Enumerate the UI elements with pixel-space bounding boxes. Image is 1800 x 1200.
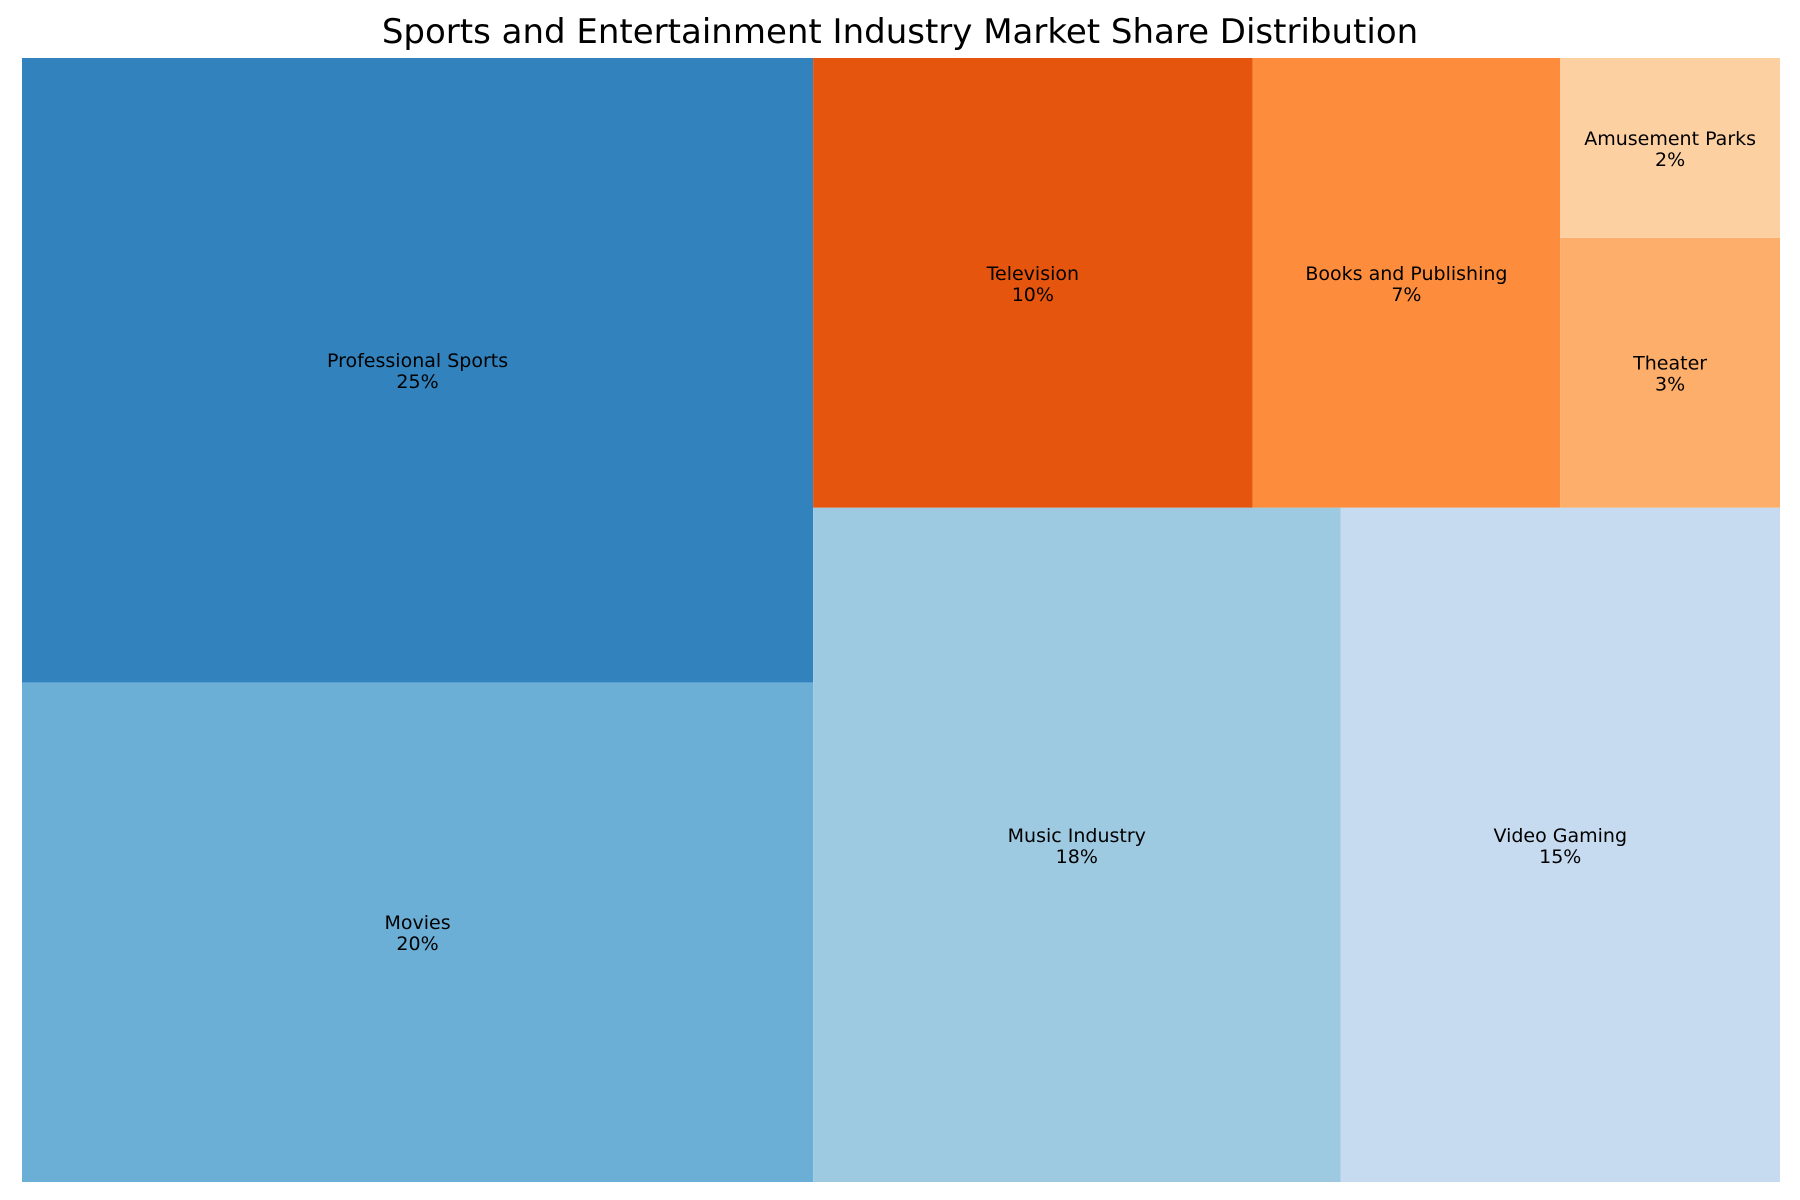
treemap-tile-amusement-parks: [1560, 58, 1780, 238]
tile-label-movies: Movies: [384, 912, 450, 934]
treemap-tile-music-industry: [813, 507, 1341, 1183]
tile-label-video-gaming: Video Gaming: [1493, 825, 1627, 847]
tile-value-theater: 3%: [1655, 374, 1685, 396]
treemap-tile-television: [813, 58, 1253, 508]
tile-value-amusement-parks: 2%: [1655, 149, 1685, 171]
tile-label-amusement-parks: Amusement Parks: [1584, 128, 1756, 150]
tile-label-music-industry: Music Industry: [1008, 825, 1146, 847]
tile-value-movies: 20%: [396, 933, 438, 955]
treemap-tile-theater: [1560, 237, 1780, 508]
treemap-tile-movies: [22, 682, 814, 1182]
tile-label-books-and-publishing: Books and Publishing: [1305, 263, 1507, 285]
tile-value-professional-sports: 25%: [396, 371, 438, 393]
tile-value-books-and-publishing: 7%: [1391, 284, 1421, 306]
tile-value-music-industry: 18%: [1056, 846, 1098, 868]
tile-label-professional-sports: Professional Sports: [327, 350, 508, 372]
tile-value-television: 10%: [1012, 284, 1054, 306]
treemap-tile-video-gaming: [1340, 507, 1780, 1183]
tile-value-video-gaming: 15%: [1539, 846, 1581, 868]
treemap-tile-books-and-publishing: [1252, 58, 1561, 508]
treemap-tile-professional-sports: [22, 58, 814, 683]
tile-label-theater: Theater: [1632, 353, 1707, 375]
tile-label-television: Television: [986, 263, 1079, 285]
chart-title: Sports and Entertainment Industry Market…: [381, 12, 1419, 52]
